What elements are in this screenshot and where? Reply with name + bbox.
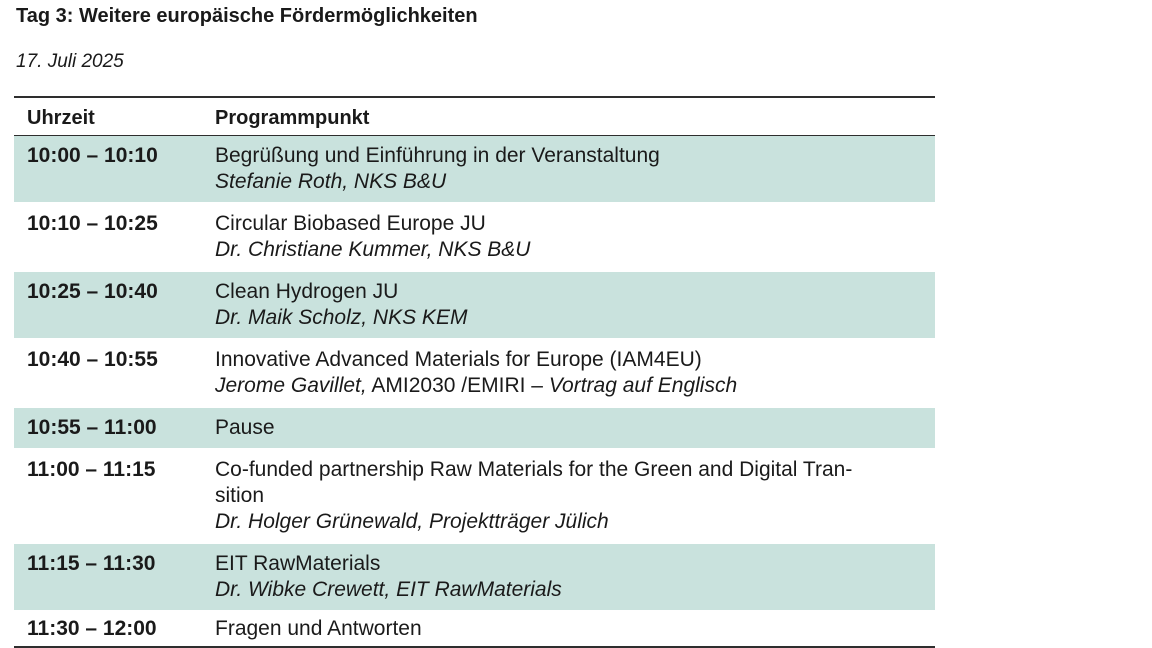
program-item: Circular Biobased Europe JU Dr. Christia… xyxy=(215,211,935,263)
program-title: Pause xyxy=(215,416,275,439)
program-item: Co-funded partnership Raw Materials for … xyxy=(215,457,935,535)
time-slot: 10:10 – 10:25 xyxy=(27,212,158,235)
speaker: Dr. Christiane Kummer, NKS B&U xyxy=(215,238,531,261)
speaker: Jerome Gavillet, AMI2030 /EMIRI – Vortra… xyxy=(215,373,915,399)
row-divider xyxy=(14,338,935,340)
time-slot: 10:00 – 10:10 xyxy=(27,144,158,167)
program-title: Fragen und Antworten xyxy=(215,617,422,640)
program-title: Innovative Advanced Materials for Europe… xyxy=(215,348,702,371)
program-item: Fragen und Antworten xyxy=(215,616,935,642)
program-title: Circular Biobased Europe JU xyxy=(215,212,486,235)
row-divider xyxy=(14,270,935,272)
program-item: Clean Hydrogen JU Dr. Maik Scholz, NKS K… xyxy=(215,279,935,331)
table-header-row: Uhrzeit Programmpunkt xyxy=(14,98,935,136)
program-title: Clean Hydrogen JU xyxy=(215,280,399,303)
table-row: 10:25 – 10:40 Clean Hydrogen JU Dr. Maik… xyxy=(14,272,935,338)
speaker: Stefanie Roth, NKS B&U xyxy=(215,170,447,193)
program-item: Pause xyxy=(215,415,935,441)
program-title-line-1: Co-funded partnership Raw Materials for … xyxy=(215,458,853,481)
program-item: EIT RawMaterials Dr. Wibke Crewett, EIT … xyxy=(215,551,935,603)
program-item: Begrüßung und Einführung in der Veransta… xyxy=(215,143,935,195)
row-divider xyxy=(14,542,935,544)
table-row: 11:15 – 11:30 EIT RawMaterials Dr. Wibke… xyxy=(14,544,935,610)
speaker-name: Jerome Gavillet, xyxy=(215,374,367,397)
time-slot: 10:55 – 11:00 xyxy=(27,416,157,439)
program-title-line-2: sition xyxy=(215,484,265,507)
table-row: 11:00 – 11:15 Co-funded partnership Raw … xyxy=(14,450,935,542)
table-row: 11:30 – 12:00 Fragen und Antworten xyxy=(14,612,935,646)
program-title: EIT RawMaterials xyxy=(215,552,381,575)
table-row: 10:40 – 10:55 Innovative Advanced Materi… xyxy=(14,340,935,406)
table-row: 10:55 – 11:00 Pause xyxy=(14,408,935,448)
row-divider xyxy=(14,448,935,450)
row-divider xyxy=(14,202,935,204)
time-slot: 11:00 – 11:15 xyxy=(27,458,156,481)
program-title: Begrüßung und Einführung in der Veransta… xyxy=(215,144,660,167)
time-slot: 10:25 – 10:40 xyxy=(27,280,158,303)
agenda-table: Uhrzeit Programmpunkt 10:00 – 10:10 Begr… xyxy=(14,96,935,648)
speaker-organization: AMI2030 /EMIRI – xyxy=(366,374,549,397)
time-slot: 11:15 – 11:30 xyxy=(27,552,156,575)
program-item: Innovative Advanced Materials for Europe… xyxy=(215,347,935,399)
column-header-time: Uhrzeit xyxy=(27,106,95,129)
time-slot: 11:30 – 12:00 xyxy=(27,617,157,640)
time-slot: 10:40 – 10:55 xyxy=(27,348,158,371)
table-row: 10:10 – 10:25 Circular Biobased Europe J… xyxy=(14,204,935,270)
column-header-program: Programmpunkt xyxy=(215,106,370,129)
row-divider xyxy=(14,406,935,408)
table-row: 10:00 – 10:10 Begrüßung und Einführung i… xyxy=(14,136,935,202)
row-divider xyxy=(14,610,935,612)
speaker: Dr. Maik Scholz, NKS KEM xyxy=(215,306,468,329)
speaker-note: Vortrag auf Englisch xyxy=(548,374,738,397)
page-title: Tag 3: Weitere europäische Fördermöglich… xyxy=(16,5,478,27)
speaker: Dr. Wibke Crewett, EIT RawMaterials xyxy=(215,578,562,601)
speaker: Dr. Holger Grünewald, Projektträger Jüli… xyxy=(215,510,609,533)
event-date: 17. Juli 2025 xyxy=(16,51,124,72)
